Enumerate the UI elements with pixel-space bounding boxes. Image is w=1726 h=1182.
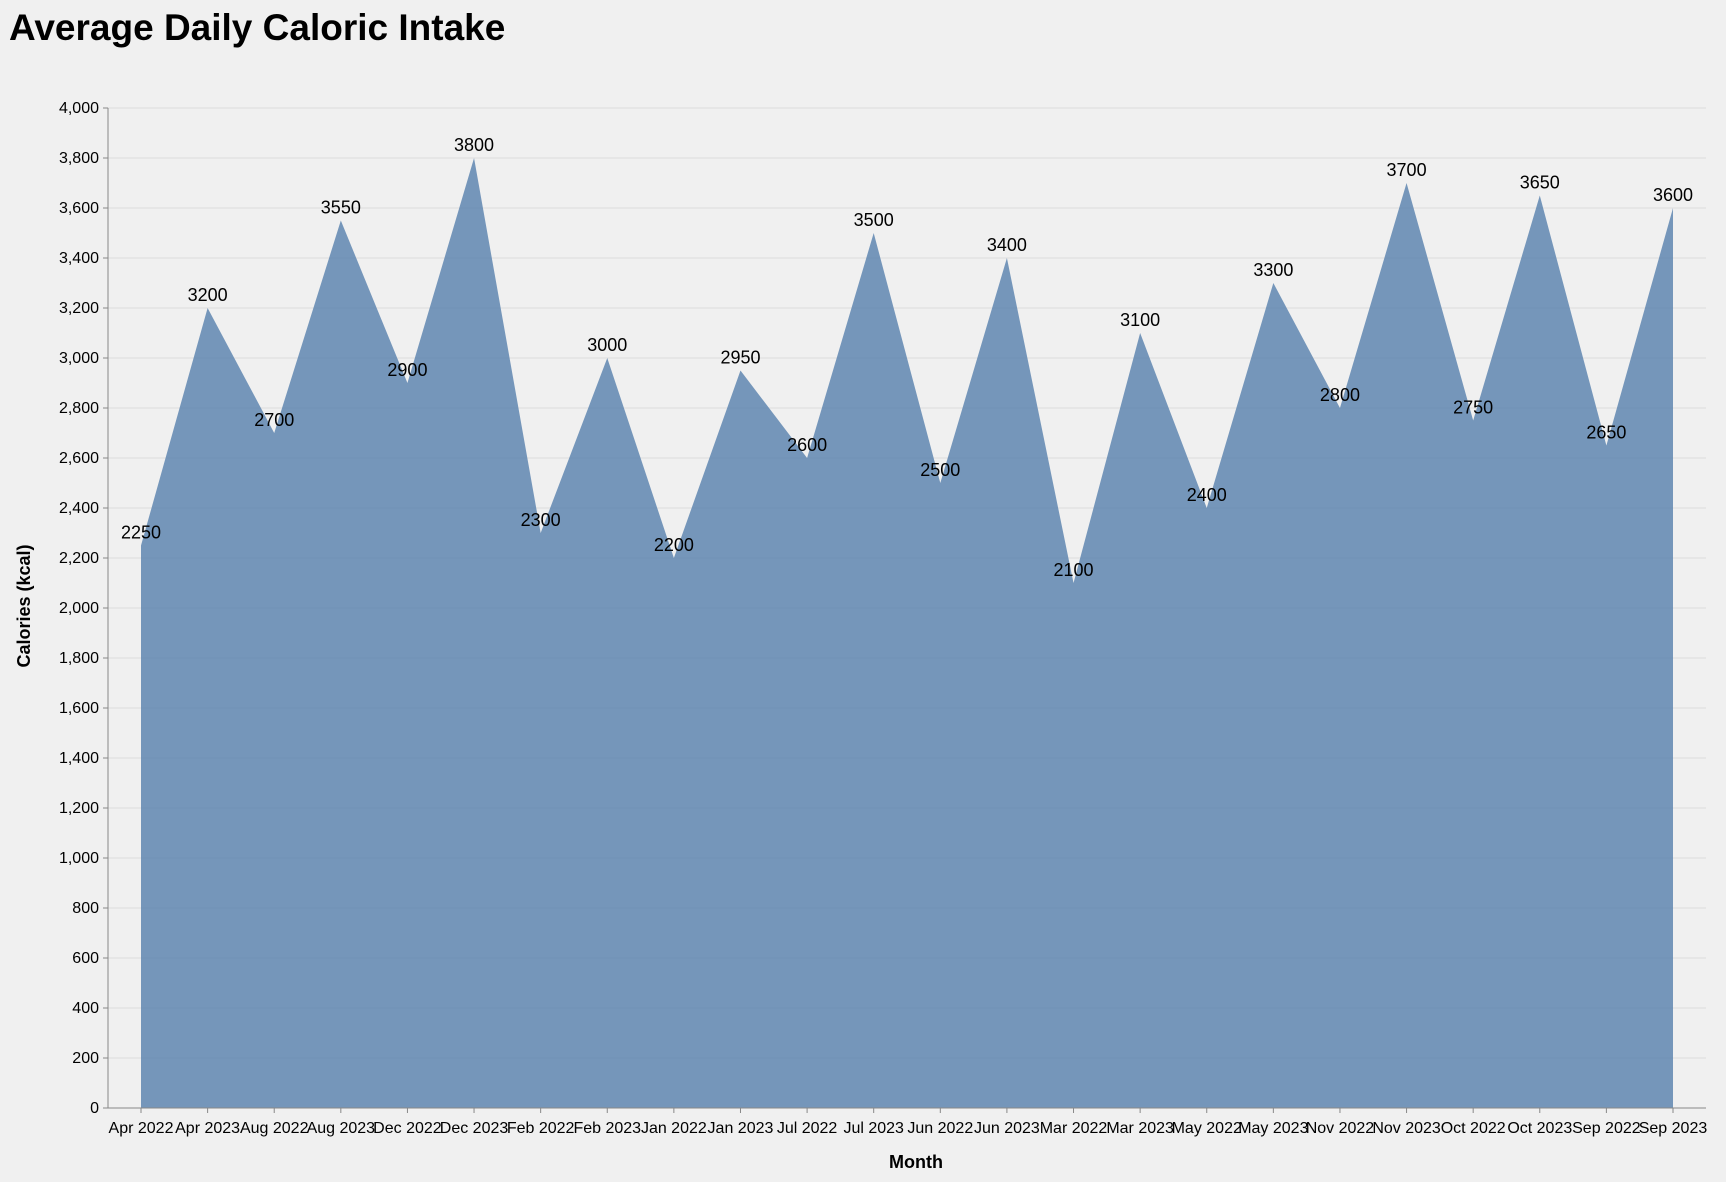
data-label: 2800 [1320, 385, 1360, 405]
x-axis-title: Month [889, 1152, 943, 1172]
y-tick-label: 600 [72, 950, 99, 967]
data-label: 2250 [121, 523, 161, 543]
area-fill [141, 158, 1673, 1108]
data-label: 2200 [654, 535, 694, 555]
y-tick-label: 3,800 [59, 150, 99, 167]
x-tick-label: Jul 2022 [777, 1120, 838, 1137]
y-tick-label: 4,000 [59, 100, 99, 117]
x-tick-label: Oct 2023 [1507, 1120, 1572, 1137]
y-tick-label: 800 [72, 900, 99, 917]
axes: 0 200 400 600 800 1,000 1,200 1,400 1,600 1,800 2,… [59, 100, 1707, 1137]
x-tick-label: Oct 2022 [1441, 1120, 1506, 1137]
y-tick-label: 2,600 [59, 450, 99, 467]
data-label: 3200 [188, 285, 228, 305]
area-series [141, 158, 1673, 1108]
x-tick-label: Feb 2022 [507, 1120, 575, 1137]
y-tick-label: 200 [72, 1050, 99, 1067]
x-tick-label: Feb 2023 [573, 1120, 641, 1137]
y-tick-label: 3,600 [59, 200, 99, 217]
data-label: 3800 [454, 135, 494, 155]
y-tick-label: 1,000 [59, 850, 99, 867]
x-tick-label: Jan 2023 [708, 1120, 774, 1137]
data-label: 2700 [254, 410, 294, 430]
y-tick-label: 1,800 [59, 650, 99, 667]
x-tick-label: May 2023 [1238, 1120, 1308, 1137]
y-tick-label: 2,200 [59, 550, 99, 567]
x-tick-label: Apr 2022 [109, 1120, 174, 1137]
x-tick-label: Jul 2023 [843, 1120, 904, 1137]
y-tick-label: 2,400 [59, 500, 99, 517]
data-label: 2100 [1053, 560, 1093, 580]
x-tick-label: Aug 2022 [240, 1120, 309, 1137]
data-label: 3400 [987, 235, 1027, 255]
y-tick-label: 1,200 [59, 800, 99, 817]
data-label: 2600 [787, 435, 827, 455]
data-labels: 2250 3200 2700 3550 2900 3800 2300 3000 2200 2950… [121, 135, 1693, 580]
y-tick-label: 2,000 [59, 600, 99, 617]
data-label: 3300 [1253, 260, 1293, 280]
y-tick-label: 2,800 [59, 400, 99, 417]
x-tick-label: Mar 2023 [1106, 1120, 1174, 1137]
x-tick-label: Dec 2022 [373, 1120, 442, 1137]
y-tick-label: 3,200 [59, 300, 99, 317]
data-label: 3550 [321, 198, 361, 218]
x-tick-label: Aug 2023 [307, 1120, 376, 1137]
data-label: 3650 [1520, 173, 1560, 193]
data-label: 2750 [1453, 398, 1493, 418]
x-tick-label: Sep 2022 [1572, 1120, 1641, 1137]
data-label: 3500 [854, 210, 894, 230]
y-tick-label: 1,400 [59, 750, 99, 767]
data-label: 2300 [521, 510, 561, 530]
x-tick-label: Jun 2022 [907, 1120, 973, 1137]
x-tick-label: Sep 2023 [1639, 1120, 1708, 1137]
x-tick-label: Jan 2022 [641, 1120, 707, 1137]
data-label: 2950 [720, 348, 760, 368]
data-label: 2500 [920, 460, 960, 480]
data-label: 3100 [1120, 310, 1160, 330]
y-tick-label: 1,600 [59, 700, 99, 717]
x-tick-label: Dec 2023 [440, 1120, 509, 1137]
y-tick-label: 0 [90, 1100, 99, 1117]
data-label: 3600 [1653, 185, 1693, 205]
y-tick-label: 400 [72, 1000, 99, 1017]
x-tick-label: Apr 2023 [175, 1120, 240, 1137]
x-tick-label: Nov 2023 [1372, 1120, 1441, 1137]
x-tick-label: Mar 2022 [1040, 1120, 1108, 1137]
chart-title: Average Daily Caloric Intake [9, 7, 505, 48]
data-label: 3000 [587, 335, 627, 355]
x-tick-label: Jun 2023 [974, 1120, 1040, 1137]
x-tick-label: May 2022 [1172, 1120, 1242, 1137]
data-label: 2650 [1586, 423, 1626, 443]
data-label: 2400 [1187, 485, 1227, 505]
y-tick-label: 3,000 [59, 350, 99, 367]
data-label: 3700 [1387, 160, 1427, 180]
data-label: 2900 [387, 360, 427, 380]
x-tick-label: Nov 2022 [1306, 1120, 1375, 1137]
y-axis-title: Calories (kcal) [14, 544, 34, 667]
y-tick-label: 3,400 [59, 250, 99, 267]
